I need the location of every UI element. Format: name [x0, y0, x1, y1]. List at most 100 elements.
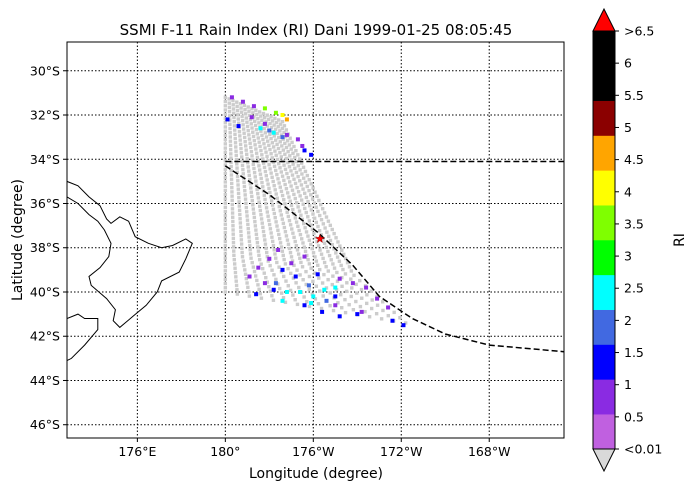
swath-pixel	[292, 177, 296, 181]
swath-pixel	[341, 267, 345, 272]
swath-pixel	[317, 198, 321, 203]
rain-pixel	[302, 148, 307, 153]
swath-pixel	[289, 203, 294, 208]
swath-pixel	[281, 221, 286, 226]
colorbar-tick-label: 5	[624, 120, 632, 135]
swath-pixel	[229, 164, 233, 169]
swath-pixel	[266, 158, 270, 163]
swath-pixel	[335, 270, 339, 275]
swath-pixel	[246, 231, 251, 235]
swath-pixel	[247, 294, 252, 298]
swath-pixel	[259, 296, 264, 300]
swath-pixel	[269, 115, 273, 119]
swath-pixel	[293, 166, 297, 171]
swath-pixel	[282, 124, 287, 128]
swath-pixel	[223, 121, 228, 125]
swath-pixel	[277, 161, 281, 166]
swath-pixel	[257, 121, 261, 125]
swath-pixel	[296, 205, 300, 209]
swath-pixel	[229, 169, 234, 173]
swath-pixel	[228, 147, 233, 152]
swath-pixel	[230, 207, 235, 211]
rain-pixel	[295, 137, 300, 142]
swath-pixel	[223, 222, 228, 226]
colorbar-segment	[593, 135, 615, 171]
swath-pixel	[236, 179, 240, 183]
swath-pixel	[223, 129, 228, 133]
swath-pixel	[267, 222, 272, 227]
swath-pixel	[316, 302, 321, 306]
swath-pixel	[246, 161, 250, 165]
swath-pixel	[354, 282, 358, 287]
swath-pixel	[235, 104, 239, 109]
colorbar-under-arrow	[592, 448, 616, 473]
swath-pixel	[336, 240, 340, 244]
swath-pixel	[307, 188, 311, 193]
swath-pixel	[307, 274, 312, 279]
swath-pixel	[328, 291, 332, 295]
swath-pixel	[249, 186, 253, 190]
swath-pixel	[227, 105, 232, 110]
swath-pixel	[223, 205, 228, 210]
swath-pixel	[257, 164, 261, 168]
swath-pixel	[271, 207, 276, 211]
swath-pixel	[257, 253, 261, 258]
swath-pixel	[314, 284, 319, 288]
swath-pixel	[363, 309, 367, 314]
swath-pixel	[234, 283, 239, 288]
swath-pixel	[238, 225, 243, 229]
swath-pixel	[268, 147, 272, 152]
swath-pixel	[255, 236, 259, 241]
rain-pixel	[333, 303, 338, 308]
swath-pixel	[326, 277, 330, 282]
plot-background	[67, 42, 564, 438]
swath-layer	[223, 95, 408, 325]
swath-pixel	[254, 147, 258, 151]
swath-pixel	[237, 129, 242, 134]
swath-pixel	[268, 132, 272, 137]
swath-pixel	[369, 289, 373, 293]
swath-pixel	[264, 150, 268, 154]
swath-pixel	[330, 227, 334, 232]
swath-pixel	[323, 226, 327, 230]
rain-pixel	[276, 247, 281, 252]
swath-pixel	[282, 130, 286, 135]
colorbar-segment	[593, 309, 615, 345]
swath-pixel	[284, 128, 289, 132]
swath-pixel	[256, 196, 261, 200]
swath-pixel	[247, 169, 251, 173]
swath-pixel	[285, 171, 289, 176]
swath-pixel	[227, 114, 232, 118]
swath-pixel	[223, 137, 228, 142]
swath-pixel	[256, 245, 260, 249]
swath-pixel	[284, 145, 289, 150]
rain-pixel	[322, 287, 327, 292]
rain-pixel	[267, 256, 272, 261]
swath-pixel	[345, 281, 349, 285]
swath-pixel	[268, 167, 272, 171]
swath-pixel	[286, 176, 291, 180]
rain-pixel	[284, 132, 289, 137]
swath-pixel	[257, 168, 262, 172]
swath-pixel	[289, 184, 293, 188]
swath-pixel	[269, 171, 273, 175]
swath-pixel	[271, 243, 276, 248]
swath-pixel	[264, 174, 268, 178]
rain-pixel	[309, 301, 314, 306]
swath-pixel	[223, 252, 228, 256]
swath-pixel	[319, 252, 324, 256]
swath-pixel	[307, 304, 312, 309]
swath-pixel	[231, 236, 236, 241]
swath-pixel	[278, 185, 282, 189]
swath-pixel	[273, 149, 277, 153]
swath-pixel	[246, 285, 250, 290]
swath-pixel	[296, 190, 301, 194]
rain-pixel	[309, 152, 314, 157]
swath-pixel	[245, 152, 249, 157]
swath-pixel	[256, 116, 260, 121]
swath-pixel	[232, 119, 236, 124]
swath-pixel	[223, 133, 228, 138]
swath-pixel	[262, 271, 266, 275]
swath-pixel	[278, 122, 283, 126]
